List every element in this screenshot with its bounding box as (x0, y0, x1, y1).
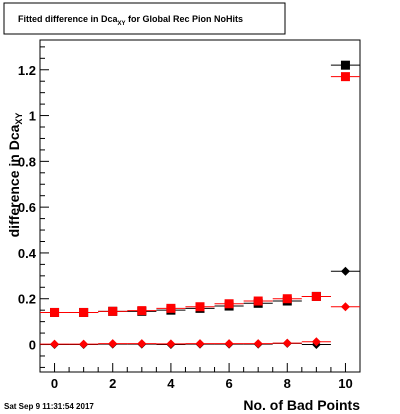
timestamp: Sat Sep 9 11:31:54 2017 (4, 402, 94, 411)
chart-title-main: Fitted difference in Dca (18, 14, 119, 24)
y-axis-title-sub: XY (14, 113, 24, 125)
data-point-square (195, 302, 205, 312)
y-axis-ticks (40, 46, 49, 368)
x-tick-label: 2 (109, 376, 116, 391)
data-point-diamond (340, 266, 350, 276)
data-point-square (79, 307, 89, 317)
data-point-square (340, 60, 350, 70)
data-point-square (282, 294, 292, 304)
title-box-frame (3, 2, 286, 35)
data-point-square (137, 306, 147, 316)
title-box: Fitted difference in DcaXY for Global Re… (3, 2, 286, 35)
data-point-diamond (137, 339, 147, 349)
data-point-square (108, 306, 118, 316)
y-tick-label: 0.6 (18, 200, 36, 215)
y-axis-title-main: difference in Dca (6, 124, 22, 237)
data-point-square (340, 72, 350, 82)
y-axis-title: difference in DcaXY (6, 113, 24, 238)
data-point-square (166, 303, 176, 313)
data-point-square (50, 307, 60, 317)
data-point-diamond (311, 337, 321, 347)
chart-title: Fitted difference in DcaXY for Global Re… (18, 14, 243, 27)
y-tick-label: 1.2 (18, 63, 36, 78)
x-tick-label: 10 (338, 376, 352, 391)
y-tick-label: 0.4 (18, 246, 37, 261)
x-axis-tick-labels: 0 2 4 6 8 10 (51, 376, 353, 391)
x-tick-label: 6 (225, 376, 232, 391)
y-axis-tick-labels: 0 0.2 0.4 0.6 0.8 1 1.2 (18, 63, 37, 353)
x-tick-label: 8 (284, 376, 291, 391)
x-tick-label: 4 (167, 376, 175, 391)
data-points (40, 60, 360, 350)
y-tick-label: 0 (29, 338, 36, 353)
data-point-diamond (79, 339, 89, 349)
y-tick-label: 0.2 (18, 292, 36, 307)
data-point-diamond (282, 338, 292, 348)
data-point-diamond (224, 339, 234, 349)
chart-title-sub: XY (118, 21, 126, 27)
chart-title-rest: for Global Rec Pion NoHits (126, 14, 244, 24)
data-point-diamond (166, 339, 176, 349)
plot-frame (39, 39, 361, 373)
data-point-diamond (253, 339, 263, 349)
data-point-square (253, 296, 263, 306)
data-point-diamond (50, 339, 60, 349)
data-point-diamond (195, 339, 205, 349)
data-point-diamond (340, 302, 350, 312)
data-point-square (224, 299, 234, 309)
data-point-square (311, 291, 321, 301)
data-point-diamond (108, 339, 118, 349)
x-tick-label: 0 (51, 376, 58, 391)
y-tick-label: 1 (29, 109, 36, 124)
x-axis-ticks (54, 363, 346, 372)
x-axis-title: No. of Bad Points (243, 397, 360, 413)
y-tick-label: 0.8 (18, 154, 36, 169)
